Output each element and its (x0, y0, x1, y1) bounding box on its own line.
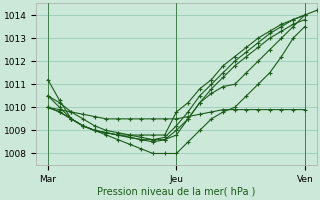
X-axis label: Pression niveau de la mer( hPa ): Pression niveau de la mer( hPa ) (97, 187, 256, 197)
